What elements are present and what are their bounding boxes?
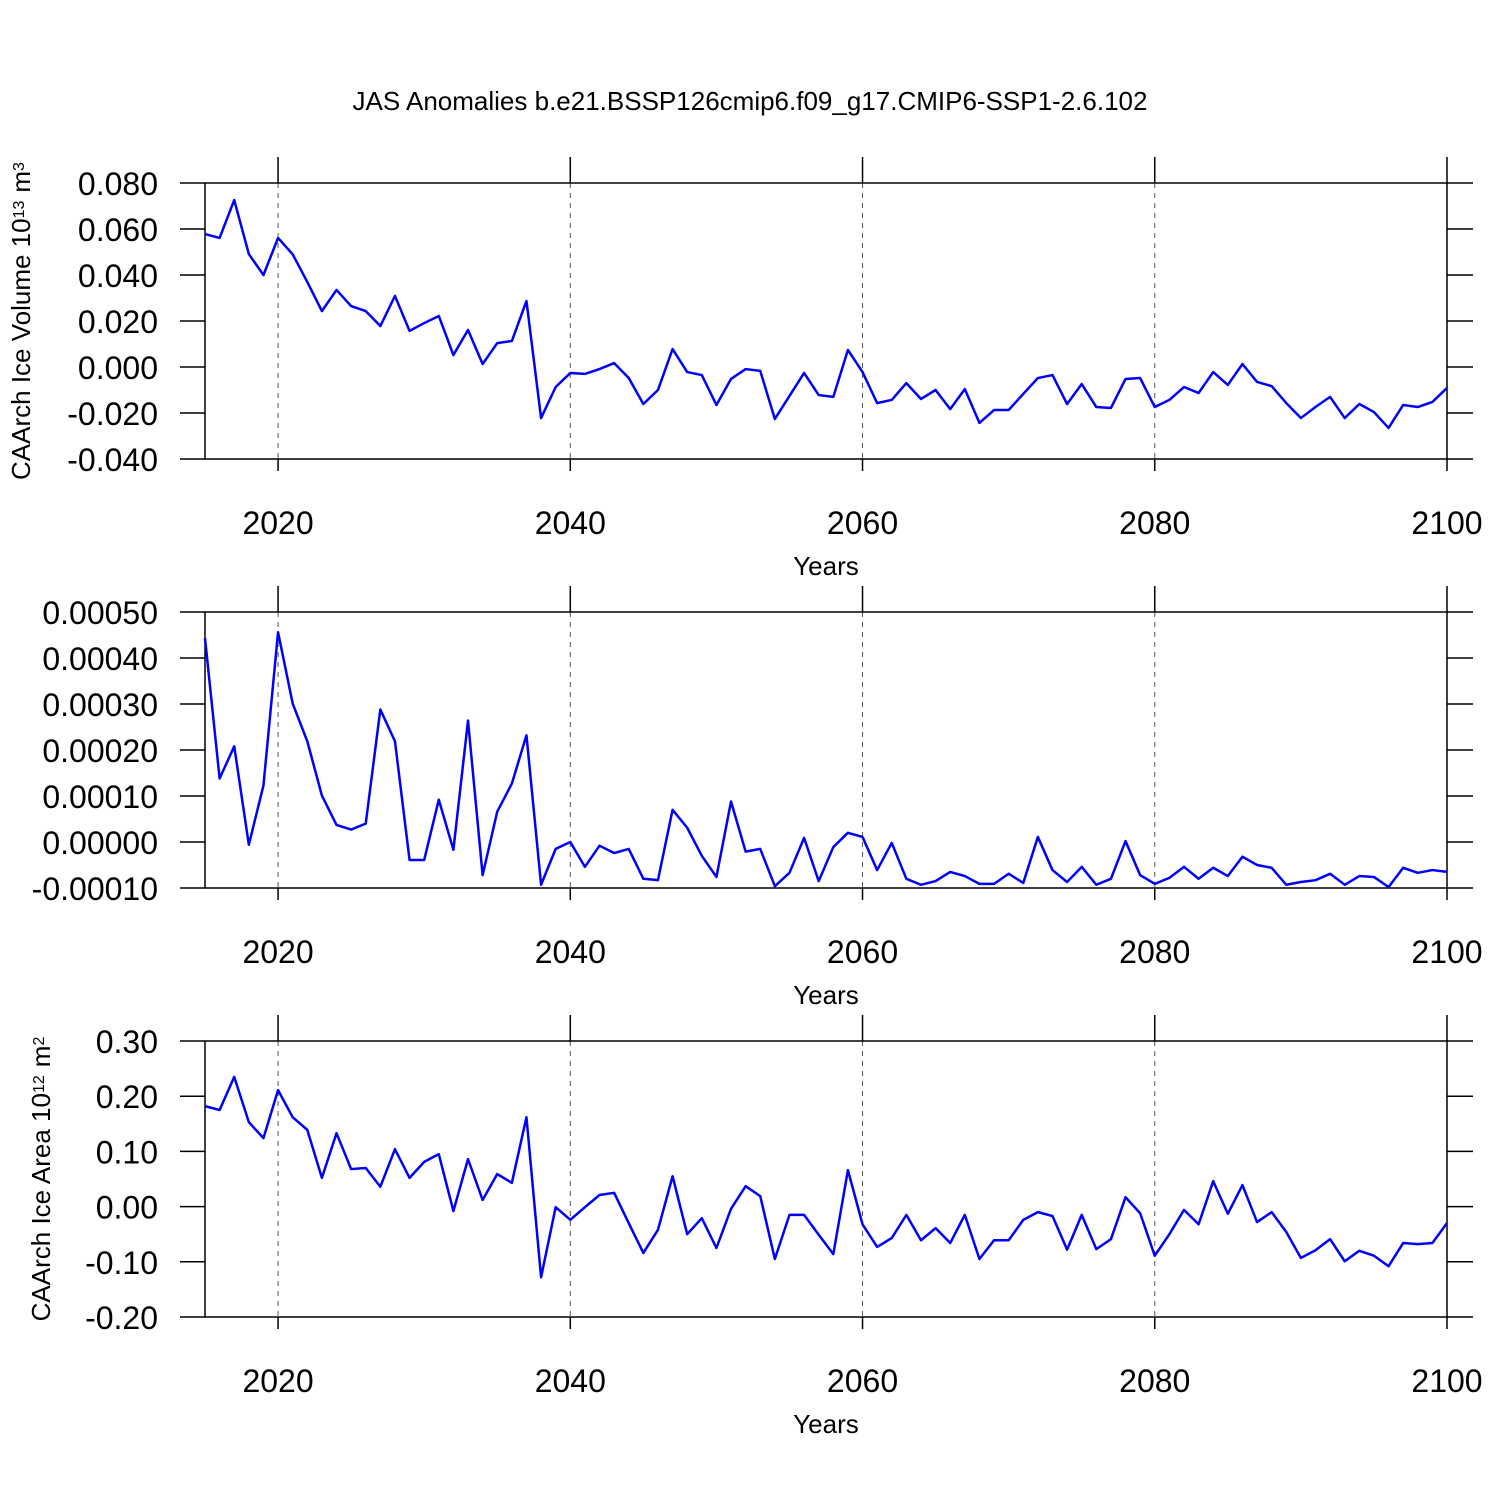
x-tick-label: 2060	[827, 1363, 898, 1399]
y-tick-label: -0.20	[85, 1300, 158, 1336]
y-tick-label: 0.080	[78, 166, 158, 202]
x-tick-label: 2080	[1119, 1363, 1190, 1399]
x-axis-label: Years	[793, 980, 859, 1010]
y-axis-label-part: m	[6, 171, 36, 193]
y-tick-label: 0.000	[78, 350, 158, 386]
y-axis-label-part: 12	[31, 1075, 48, 1093]
y-tick-label: 0.00010	[42, 779, 158, 815]
x-axis-label: Years	[793, 551, 859, 581]
x-tick-label: 2040	[535, 1363, 606, 1399]
x-axis-label: Years	[793, 1409, 859, 1439]
y-tick-label: -0.10	[85, 1245, 158, 1281]
y-axis-label: CAArch Ice Volume 1013 m3	[6, 162, 36, 480]
y-axis-label-part: 13	[11, 201, 28, 219]
y-axis-label-part: CAArch Snow Volume 10	[0, 619, 4, 911]
y-tick-label: 0.020	[78, 304, 158, 340]
x-tick-label: 2020	[242, 934, 313, 970]
y-tick-label: 0.00030	[42, 687, 158, 723]
y-axis-label-part: m	[0, 589, 4, 611]
x-tick-label: 2060	[827, 505, 898, 541]
plot-frame	[204, 182, 1448, 460]
y-tick-label: 0.060	[78, 212, 158, 248]
x-tick-label: 2100	[1411, 505, 1482, 541]
data-line	[203, 630, 1448, 889]
y-axis-label-part: m	[26, 1046, 56, 1068]
x-tick-label: 2080	[1119, 934, 1190, 970]
y-tick-label: 0.00020	[42, 733, 158, 769]
y-axis-label-part: CAArch Ice Area 10	[26, 1093, 56, 1321]
x-tick-label: 2040	[535, 934, 606, 970]
y-axis-label: CAArch Ice Area 1012 m2	[26, 1037, 56, 1322]
plot-frame	[204, 611, 1448, 889]
y-tick-label: 0.040	[78, 258, 158, 294]
y-axis-label-part: CAArch Ice Volume 10	[6, 218, 36, 480]
x-tick-label: 2060	[827, 934, 898, 970]
x-tick-label: 2020	[242, 505, 313, 541]
y-tick-label: -0.020	[67, 396, 158, 432]
plot-frame	[204, 1040, 1448, 1318]
data-line	[204, 1075, 1449, 1279]
y-axis-label-part: 3	[11, 162, 28, 171]
chart-title: JAS Anomalies b.e21.BSSP126cmip6.f09_g17…	[353, 86, 1148, 116]
y-tick-label: -0.040	[67, 442, 158, 478]
data-line	[204, 198, 1448, 430]
y-axis-label: CAArch Snow Volume 10 m	[0, 589, 4, 911]
y-tick-label: 0.00050	[42, 595, 158, 631]
x-tick-label: 2040	[535, 505, 606, 541]
y-tick-label: 0.00000	[42, 825, 158, 861]
y-tick-label: 0.20	[96, 1079, 158, 1115]
y-tick-label: 0.10	[96, 1134, 158, 1170]
x-tick-label: 2100	[1411, 1363, 1482, 1399]
y-tick-label: 0.00040	[42, 641, 158, 677]
y-tick-label: 0.30	[96, 1024, 158, 1060]
y-axis-label-part: 2	[31, 1037, 48, 1046]
x-tick-label: 2100	[1411, 934, 1482, 970]
x-tick-label: 2080	[1119, 505, 1190, 541]
x-tick-label: 2020	[242, 1363, 313, 1399]
y-tick-label: -0.00010	[32, 871, 158, 907]
y-tick-label: 0.00	[96, 1190, 158, 1226]
